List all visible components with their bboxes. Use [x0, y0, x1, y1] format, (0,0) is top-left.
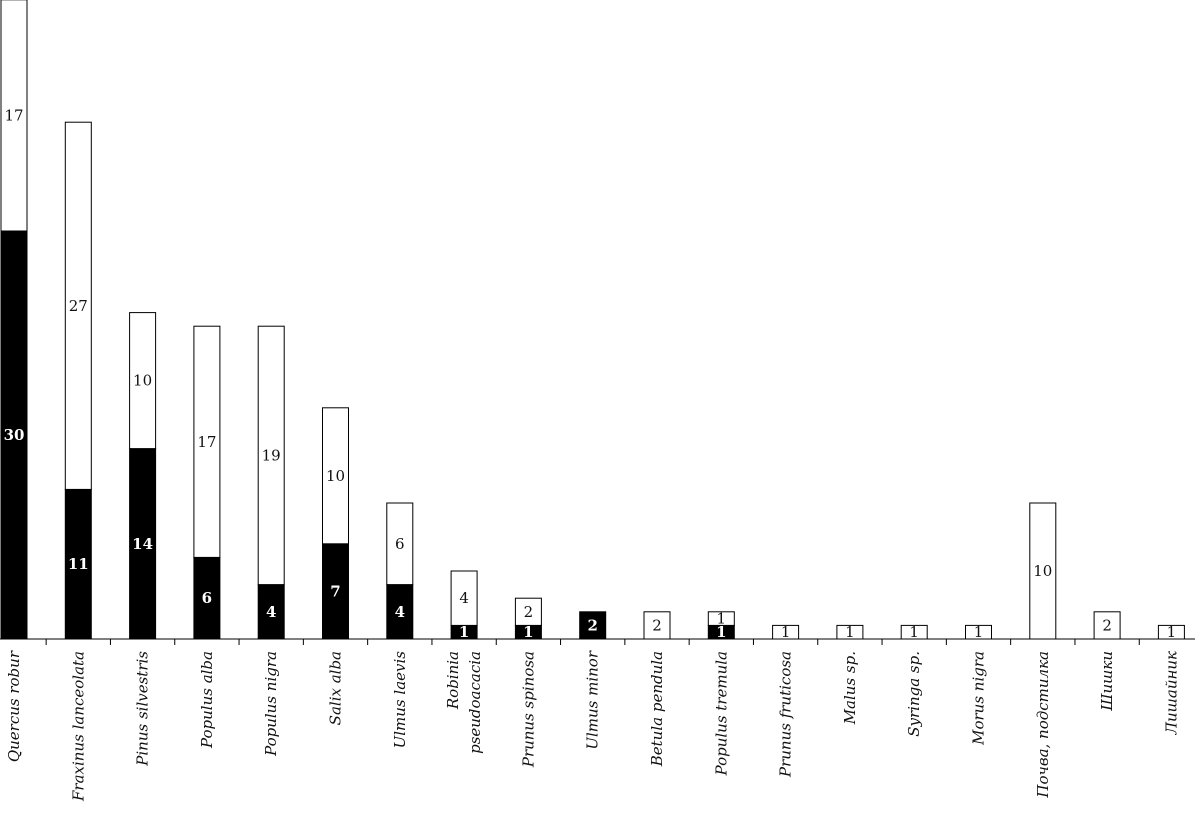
data-label: 2	[587, 616, 597, 634]
category-label: Populus tremula	[712, 651, 730, 776]
data-label: 1	[717, 610, 727, 628]
category-label: Syringa sp.	[905, 651, 923, 737]
data-label: 30	[4, 426, 25, 444]
bar-segment-white	[193, 325, 221, 558]
bar-segment-white	[386, 502, 414, 586]
bar-segment-black	[257, 584, 285, 640]
category-label: Pinus silvestris	[134, 651, 152, 767]
data-label: 4	[459, 589, 469, 607]
bar-segment-white	[450, 570, 478, 626]
bar-segment-black	[193, 556, 221, 640]
data-label: 1	[1167, 623, 1177, 641]
data-label: 7	[330, 582, 340, 600]
category-label: Лишайник	[1162, 651, 1180, 736]
data-label: 4	[266, 603, 276, 621]
category-label: Populus alba	[198, 651, 216, 749]
bar-segment-black	[386, 584, 414, 640]
data-label: 2	[1102, 616, 1112, 634]
data-label: 4	[395, 603, 405, 621]
category-label: Salix alba	[327, 651, 345, 725]
category-label: Prunus spinosa	[519, 651, 537, 768]
data-label: 6	[395, 535, 405, 553]
category-label: Morus nigra	[970, 651, 988, 746]
bar-segment-white	[1093, 611, 1121, 640]
category-labels-layer: Quercus robur Fraxinus lanceolata Pinus si…	[5, 650, 1180, 802]
data-label: 14	[132, 535, 153, 553]
category-label: Quercus robur	[5, 650, 23, 762]
bar-segment-white	[707, 611, 735, 626]
bar-segment-white	[322, 407, 349, 545]
bar-segment-black	[579, 611, 607, 640]
data-label: 17	[4, 106, 23, 124]
data-label: 1	[974, 623, 984, 641]
data-label: 1	[459, 623, 469, 641]
data-label: 1	[781, 623, 791, 641]
data-label: 17	[197, 433, 216, 451]
category-label: Malus sp.	[841, 651, 859, 725]
data-label: 10	[326, 467, 345, 485]
bar-segment-white	[129, 312, 157, 450]
data-label: 2	[524, 603, 534, 621]
category-label: Betula pendula	[648, 651, 666, 767]
data-label: 1	[523, 623, 533, 641]
category-label: Шишки	[1098, 651, 1116, 712]
category-label: Populus nigra	[262, 651, 280, 757]
data-label: 10	[133, 372, 152, 390]
bar-segment-white	[514, 597, 542, 626]
data-label: 1	[909, 623, 919, 641]
category-label: pseudoacacia	[466, 651, 484, 754]
data-label: 2	[652, 616, 662, 634]
bar-segment-white	[0, 0, 28, 232]
category-label: Robinia	[444, 651, 462, 710]
category-label: Prunus fruticosa	[777, 651, 795, 778]
data-label: 19	[262, 446, 281, 464]
data-label: 10	[1033, 562, 1052, 580]
bar-segment-black	[129, 448, 157, 640]
axis-layer	[0, 638, 1195, 645]
category-label: Ulmus laevis	[391, 651, 409, 749]
bar-segment-white	[64, 121, 92, 490]
bar-segment-white	[257, 325, 285, 586]
category-label: Почва, подстилка	[1034, 651, 1052, 799]
data-label: 1	[716, 623, 726, 641]
data-label: 27	[69, 297, 88, 315]
category-label: Ulmus minor	[584, 650, 602, 750]
data-label: 1	[845, 623, 855, 641]
bar-segment-black	[0, 230, 28, 640]
data-label: 11	[68, 555, 89, 573]
category-label: Fraxinus lanceolata	[69, 651, 87, 802]
data-label: 6	[202, 589, 212, 607]
